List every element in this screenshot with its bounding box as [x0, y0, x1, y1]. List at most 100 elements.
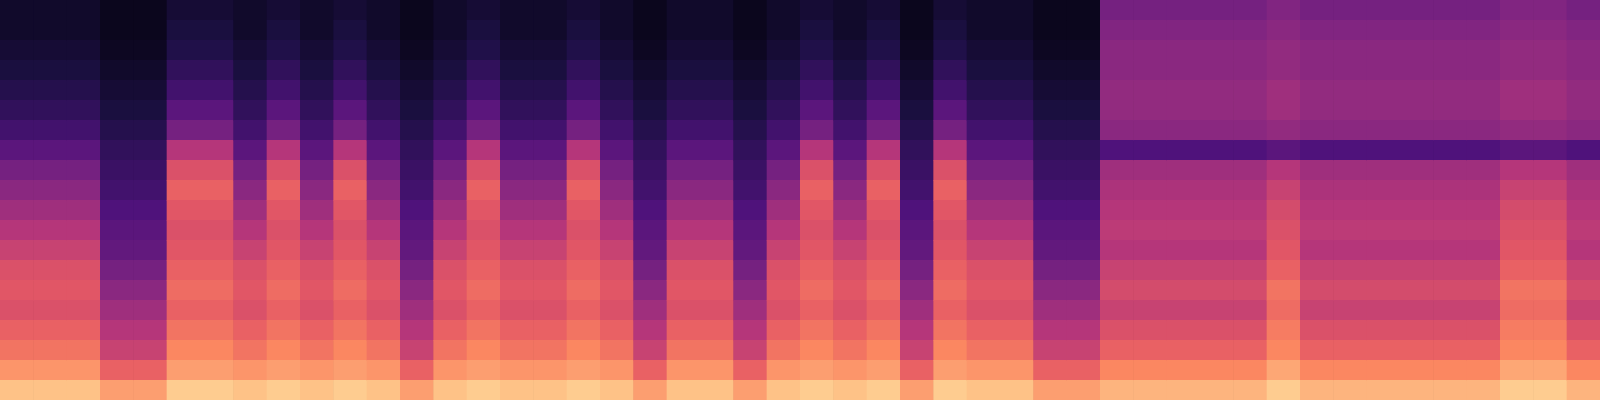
cell [1467, 340, 1501, 361]
cell [933, 320, 967, 341]
cell [1400, 220, 1434, 241]
cell [300, 240, 334, 261]
cell [967, 220, 1001, 241]
cell [967, 240, 1001, 261]
cell [467, 300, 501, 321]
cell [400, 320, 434, 341]
cell [467, 360, 501, 381]
cell [767, 120, 801, 141]
cell [1433, 280, 1467, 301]
cell [300, 80, 334, 101]
cell [1200, 80, 1234, 101]
cell [400, 280, 434, 301]
cell [267, 100, 301, 121]
cell [500, 200, 534, 221]
cell [1333, 320, 1367, 341]
cell [1033, 0, 1067, 21]
cell [733, 220, 767, 241]
cell [1567, 220, 1600, 241]
cell [300, 280, 334, 301]
cell [367, 260, 401, 281]
cell [367, 340, 401, 361]
cell [1267, 60, 1301, 81]
cell [567, 0, 601, 21]
cell [567, 180, 601, 201]
cell [500, 60, 534, 81]
cell [1200, 40, 1234, 61]
cell [800, 380, 834, 400]
cell [400, 200, 434, 221]
cell [900, 200, 934, 221]
cell [1500, 300, 1534, 321]
cell [1300, 220, 1334, 241]
cell [600, 280, 634, 301]
cell [1367, 260, 1401, 281]
cell [333, 20, 367, 41]
cell [833, 380, 867, 400]
cell [1167, 380, 1201, 400]
cell [1033, 120, 1067, 141]
cell [1367, 80, 1401, 101]
cell [300, 60, 334, 81]
cell [300, 320, 334, 341]
cell [533, 160, 567, 181]
cell [167, 0, 201, 21]
cell [933, 160, 967, 181]
cell [533, 300, 567, 321]
cell [467, 220, 501, 241]
cell [1533, 280, 1567, 301]
cell [500, 80, 534, 101]
cell [600, 380, 634, 400]
cell [633, 320, 667, 341]
cell [700, 340, 734, 361]
cell [833, 0, 867, 21]
cell [467, 340, 501, 361]
cell [700, 380, 734, 400]
cell [667, 200, 701, 221]
cell [1267, 120, 1301, 141]
cell [800, 220, 834, 241]
cell [100, 320, 134, 341]
cell [500, 100, 534, 121]
cell [800, 60, 834, 81]
cell [900, 160, 934, 181]
cell [200, 140, 234, 161]
cell [1133, 360, 1167, 381]
cell [1000, 140, 1034, 161]
cell [1133, 140, 1167, 161]
cell [1400, 340, 1434, 361]
cell [900, 240, 934, 261]
cell [1200, 180, 1234, 201]
cell [1233, 0, 1267, 21]
cell [1000, 240, 1034, 261]
cell [1100, 0, 1134, 21]
cell [1200, 280, 1234, 301]
cell [800, 320, 834, 341]
cell [1300, 280, 1334, 301]
cell [700, 240, 734, 261]
cell [800, 340, 834, 361]
cell [333, 260, 367, 281]
cell [800, 360, 834, 381]
cell [1300, 320, 1334, 341]
cell [533, 100, 567, 121]
cell [1400, 140, 1434, 161]
cell [1333, 360, 1367, 381]
cell [67, 0, 101, 21]
cell [233, 180, 267, 201]
cell [733, 140, 767, 161]
cell [367, 100, 401, 121]
cell [333, 60, 367, 81]
cell [100, 280, 134, 301]
cell [233, 380, 267, 400]
cell [33, 60, 67, 81]
cell [833, 260, 867, 281]
cell [1433, 180, 1467, 201]
cell [1333, 280, 1367, 301]
cells [0, 0, 1600, 400]
cell [300, 200, 334, 221]
cell [0, 80, 34, 101]
cell [100, 260, 134, 281]
cell [1233, 60, 1267, 81]
cell [533, 200, 567, 221]
